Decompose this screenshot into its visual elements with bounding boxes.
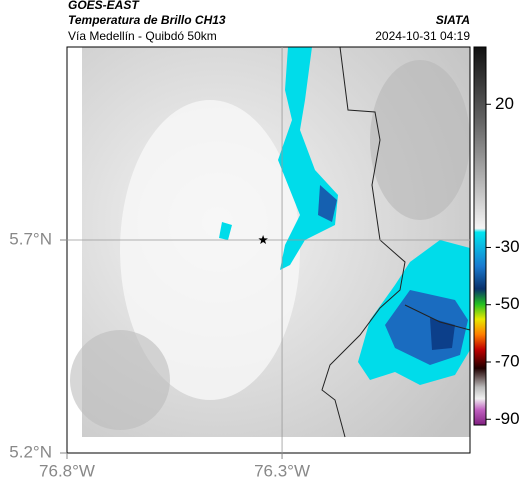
satellite-image [67,46,471,453]
location-marker [258,235,268,244]
colorbar-tick-label: -70 [495,351,520,370]
lon-tick-label: 76.8°W [39,461,95,480]
colorbar-tick-label: 20 [495,94,514,113]
lat-tick-label: 5.2°N [9,442,52,461]
map-frame [66,46,471,454]
subtitle: Vía Medellín - Quibdó 50km [68,29,217,43]
lat-tick-label: 5.7°N [9,229,52,248]
colorbar-tick-label: -30 [495,237,520,256]
agency: SIATA [436,13,470,27]
colorbar [473,46,487,426]
colorbar-tick-label: -90 [495,409,520,428]
title: Temperatura de Brillo CH13 [68,13,226,27]
timestamp: 2024-10-31 04:19 [375,29,470,43]
source: GOES-EAST [68,0,140,12]
colorbar-tick-label: -50 [495,294,520,313]
lon-tick-label: 76.3°W [254,461,310,480]
